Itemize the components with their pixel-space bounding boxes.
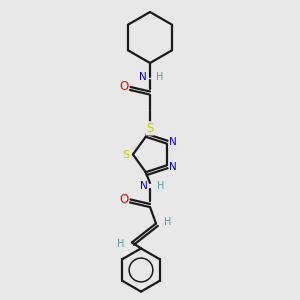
Text: N: N xyxy=(139,71,146,82)
Text: N: N xyxy=(169,162,177,172)
Text: H: H xyxy=(117,239,124,249)
Text: S: S xyxy=(123,149,130,160)
Text: N: N xyxy=(140,181,147,191)
Text: H: H xyxy=(164,217,171,227)
Text: H: H xyxy=(157,181,164,191)
Text: S: S xyxy=(146,122,154,135)
Text: H: H xyxy=(156,71,163,82)
Text: N: N xyxy=(169,137,177,147)
Text: O: O xyxy=(119,193,128,206)
Text: O: O xyxy=(119,80,128,94)
